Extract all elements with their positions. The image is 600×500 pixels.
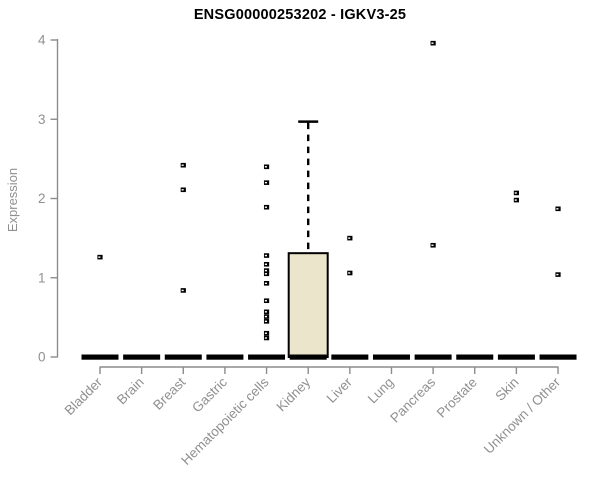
median-line <box>164 354 202 360</box>
x-tick-label: Bladder <box>62 374 106 418</box>
outlier-point-center <box>264 315 267 318</box>
outlier-point-center <box>514 192 517 194</box>
x-tick-label: Gastric <box>189 374 230 415</box>
y-tick-label: 1 <box>38 270 46 285</box>
outlier-point-center <box>181 164 184 166</box>
median-line <box>372 354 410 360</box>
outlier-point-center <box>181 289 184 292</box>
outlier-point-center <box>264 254 267 257</box>
x-tick-label: Prostate <box>434 375 480 421</box>
y-tick-label: 0 <box>38 350 46 365</box>
median-line <box>206 354 244 360</box>
median-line <box>497 354 535 360</box>
median-line <box>248 354 286 360</box>
outlier-point-center <box>264 320 267 323</box>
outlier-point-center <box>556 208 559 210</box>
outlier-point-center <box>264 206 267 208</box>
outlier-point-center <box>556 273 559 276</box>
x-tick-label: Skin <box>492 375 521 404</box>
outlier-point-center <box>264 263 267 265</box>
median-line <box>81 354 119 360</box>
median-line <box>289 354 327 360</box>
x-tick-label: Breast <box>150 374 188 412</box>
outlier-point-center <box>264 332 267 334</box>
median-line <box>414 354 452 360</box>
outlier-point-center <box>264 181 267 184</box>
outlier-point-center <box>181 189 184 191</box>
median-line <box>331 354 369 360</box>
outlier-point-center <box>431 42 434 44</box>
y-axis-label: Expression <box>5 167 20 233</box>
median-line <box>456 354 494 360</box>
outlier-point-center <box>348 237 351 239</box>
outlier-point-center <box>264 282 267 284</box>
x-tick-label: Brain <box>114 375 147 408</box>
y-tick-label: 2 <box>38 191 46 206</box>
outlier-point-center <box>264 273 267 275</box>
outlier-point-center <box>431 244 434 246</box>
outlier-point-center <box>264 166 267 168</box>
chart-title: ENSG00000253202 - IGKV3-25 <box>193 7 407 23</box>
outlier-point-center <box>264 300 267 302</box>
x-tick-label: Liver <box>324 374 356 406</box>
outlier-point-center <box>98 256 101 258</box>
outlier-point-center <box>264 337 267 339</box>
x-tick-label: Kidney <box>274 374 314 414</box>
y-tick-label: 3 <box>38 112 46 127</box>
box <box>287 252 329 358</box>
outlier-point-center <box>514 199 517 201</box>
x-tick-label: Unknown / Other <box>481 374 564 457</box>
outlier-point-center <box>348 272 351 274</box>
outlier-point-center <box>264 269 267 272</box>
outlier-point-center <box>264 311 267 313</box>
x-tick-label: Lung <box>365 375 397 407</box>
y-tick-label: 4 <box>38 33 46 48</box>
median-line <box>123 354 161 360</box>
x-tick-label: Pancreas <box>387 374 438 425</box>
median-line <box>539 354 577 360</box>
